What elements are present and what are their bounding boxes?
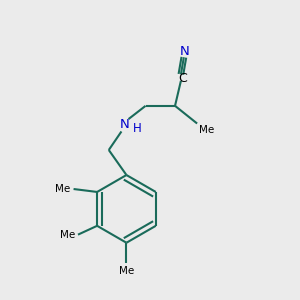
Text: Me: Me (60, 230, 75, 240)
Text: N: N (120, 118, 130, 131)
Text: Me: Me (119, 266, 134, 276)
Text: Me: Me (200, 125, 215, 135)
Text: N: N (180, 45, 189, 58)
Text: Me: Me (56, 184, 70, 194)
Text: C: C (178, 72, 187, 85)
Text: H: H (133, 122, 142, 135)
